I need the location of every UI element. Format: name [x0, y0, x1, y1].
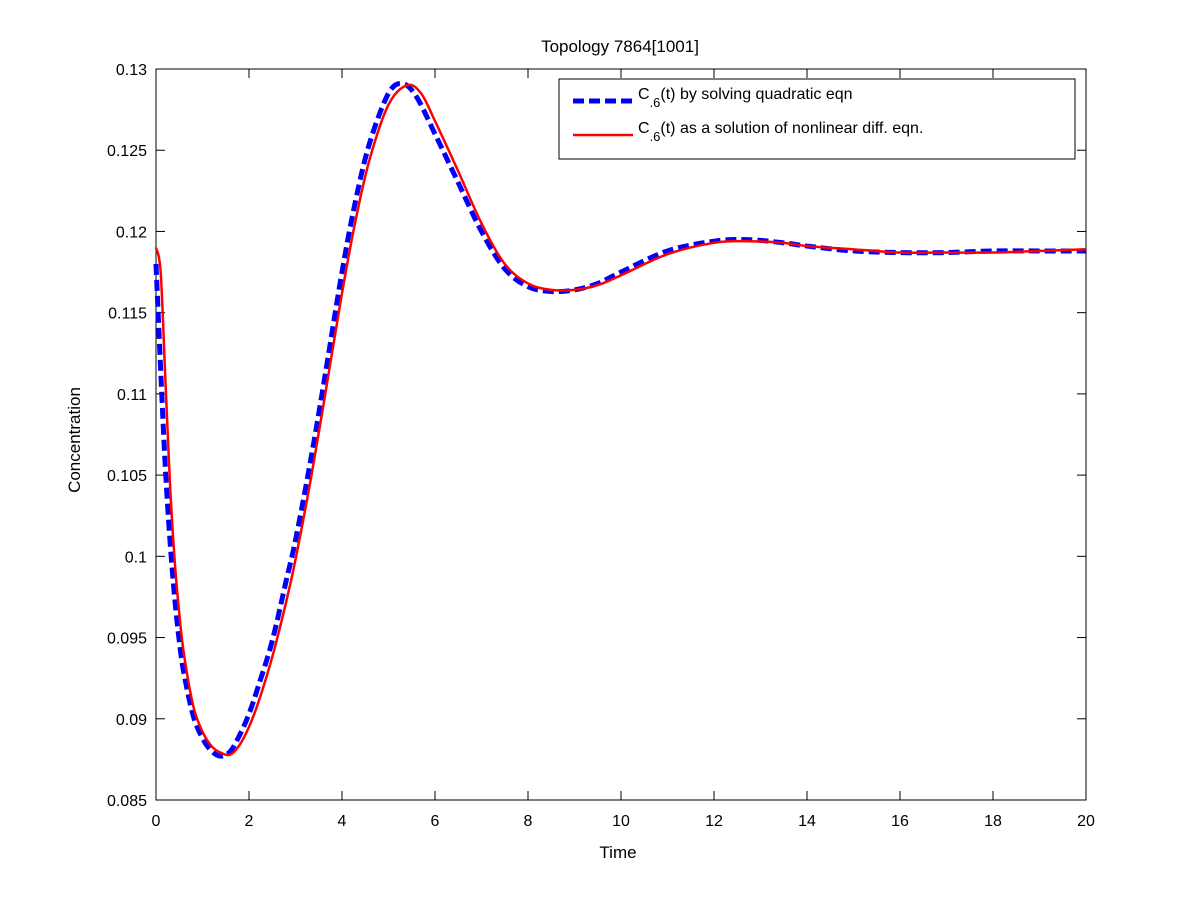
y-tick-label: 0.13 — [116, 62, 147, 79]
y-axis-label: Concentration — [65, 387, 84, 493]
y-tick-label: 0.11 — [117, 387, 147, 404]
x-tick-label: 14 — [798, 813, 816, 830]
x-tick-label: 16 — [891, 813, 909, 830]
x-tick-label: 12 — [705, 813, 723, 830]
x-tick-label: 10 — [612, 813, 630, 830]
y-tick-label: 0.09 — [116, 712, 147, 729]
y-tick-label: 0.115 — [108, 306, 147, 323]
legend-box — [558, 78, 1076, 160]
y-tick-label: 0.085 — [107, 793, 147, 810]
y-tick-label: 0.125 — [107, 143, 147, 160]
y-tick-label: 0.1 — [125, 549, 147, 566]
x-axis-label: Time — [599, 843, 636, 862]
legend-label-1: C.6(t) by solving quadratic eqn — [638, 86, 853, 110]
x-tick-label: 18 — [984, 813, 1002, 830]
chart-title: Topology 7864[1001] — [541, 37, 699, 56]
x-tick-label: 0 — [152, 813, 161, 830]
legend: C.6(t) by solving quadratic eqn C.6(t) as… — [558, 78, 1076, 160]
y-tick-label: 0.105 — [107, 468, 147, 485]
series-layer — [153, 80, 1087, 759]
series-line-nonlinear — [154, 83, 1087, 757]
axis-ticks: 0 2 4 6 8 10 12 14 16 18 20 0.085 0.09 0.095 0.1 0.105 0… — [107, 62, 1095, 830]
series-line-quadratic — [153, 80, 1086, 759]
y-tick-label: 0.095 — [107, 631, 147, 648]
plot-area — [155, 68, 1087, 801]
legend-label-2: C.6(t) as a solution of nonlinear diff. … — [638, 120, 923, 144]
y-tick-label: 0.12 — [116, 224, 147, 241]
x-tick-label: 2 — [245, 813, 254, 830]
x-tick-label: 20 — [1077, 813, 1095, 830]
x-tick-label: 4 — [338, 813, 347, 830]
x-tick-label: 8 — [524, 813, 533, 830]
x-tick-label: 6 — [431, 813, 440, 830]
